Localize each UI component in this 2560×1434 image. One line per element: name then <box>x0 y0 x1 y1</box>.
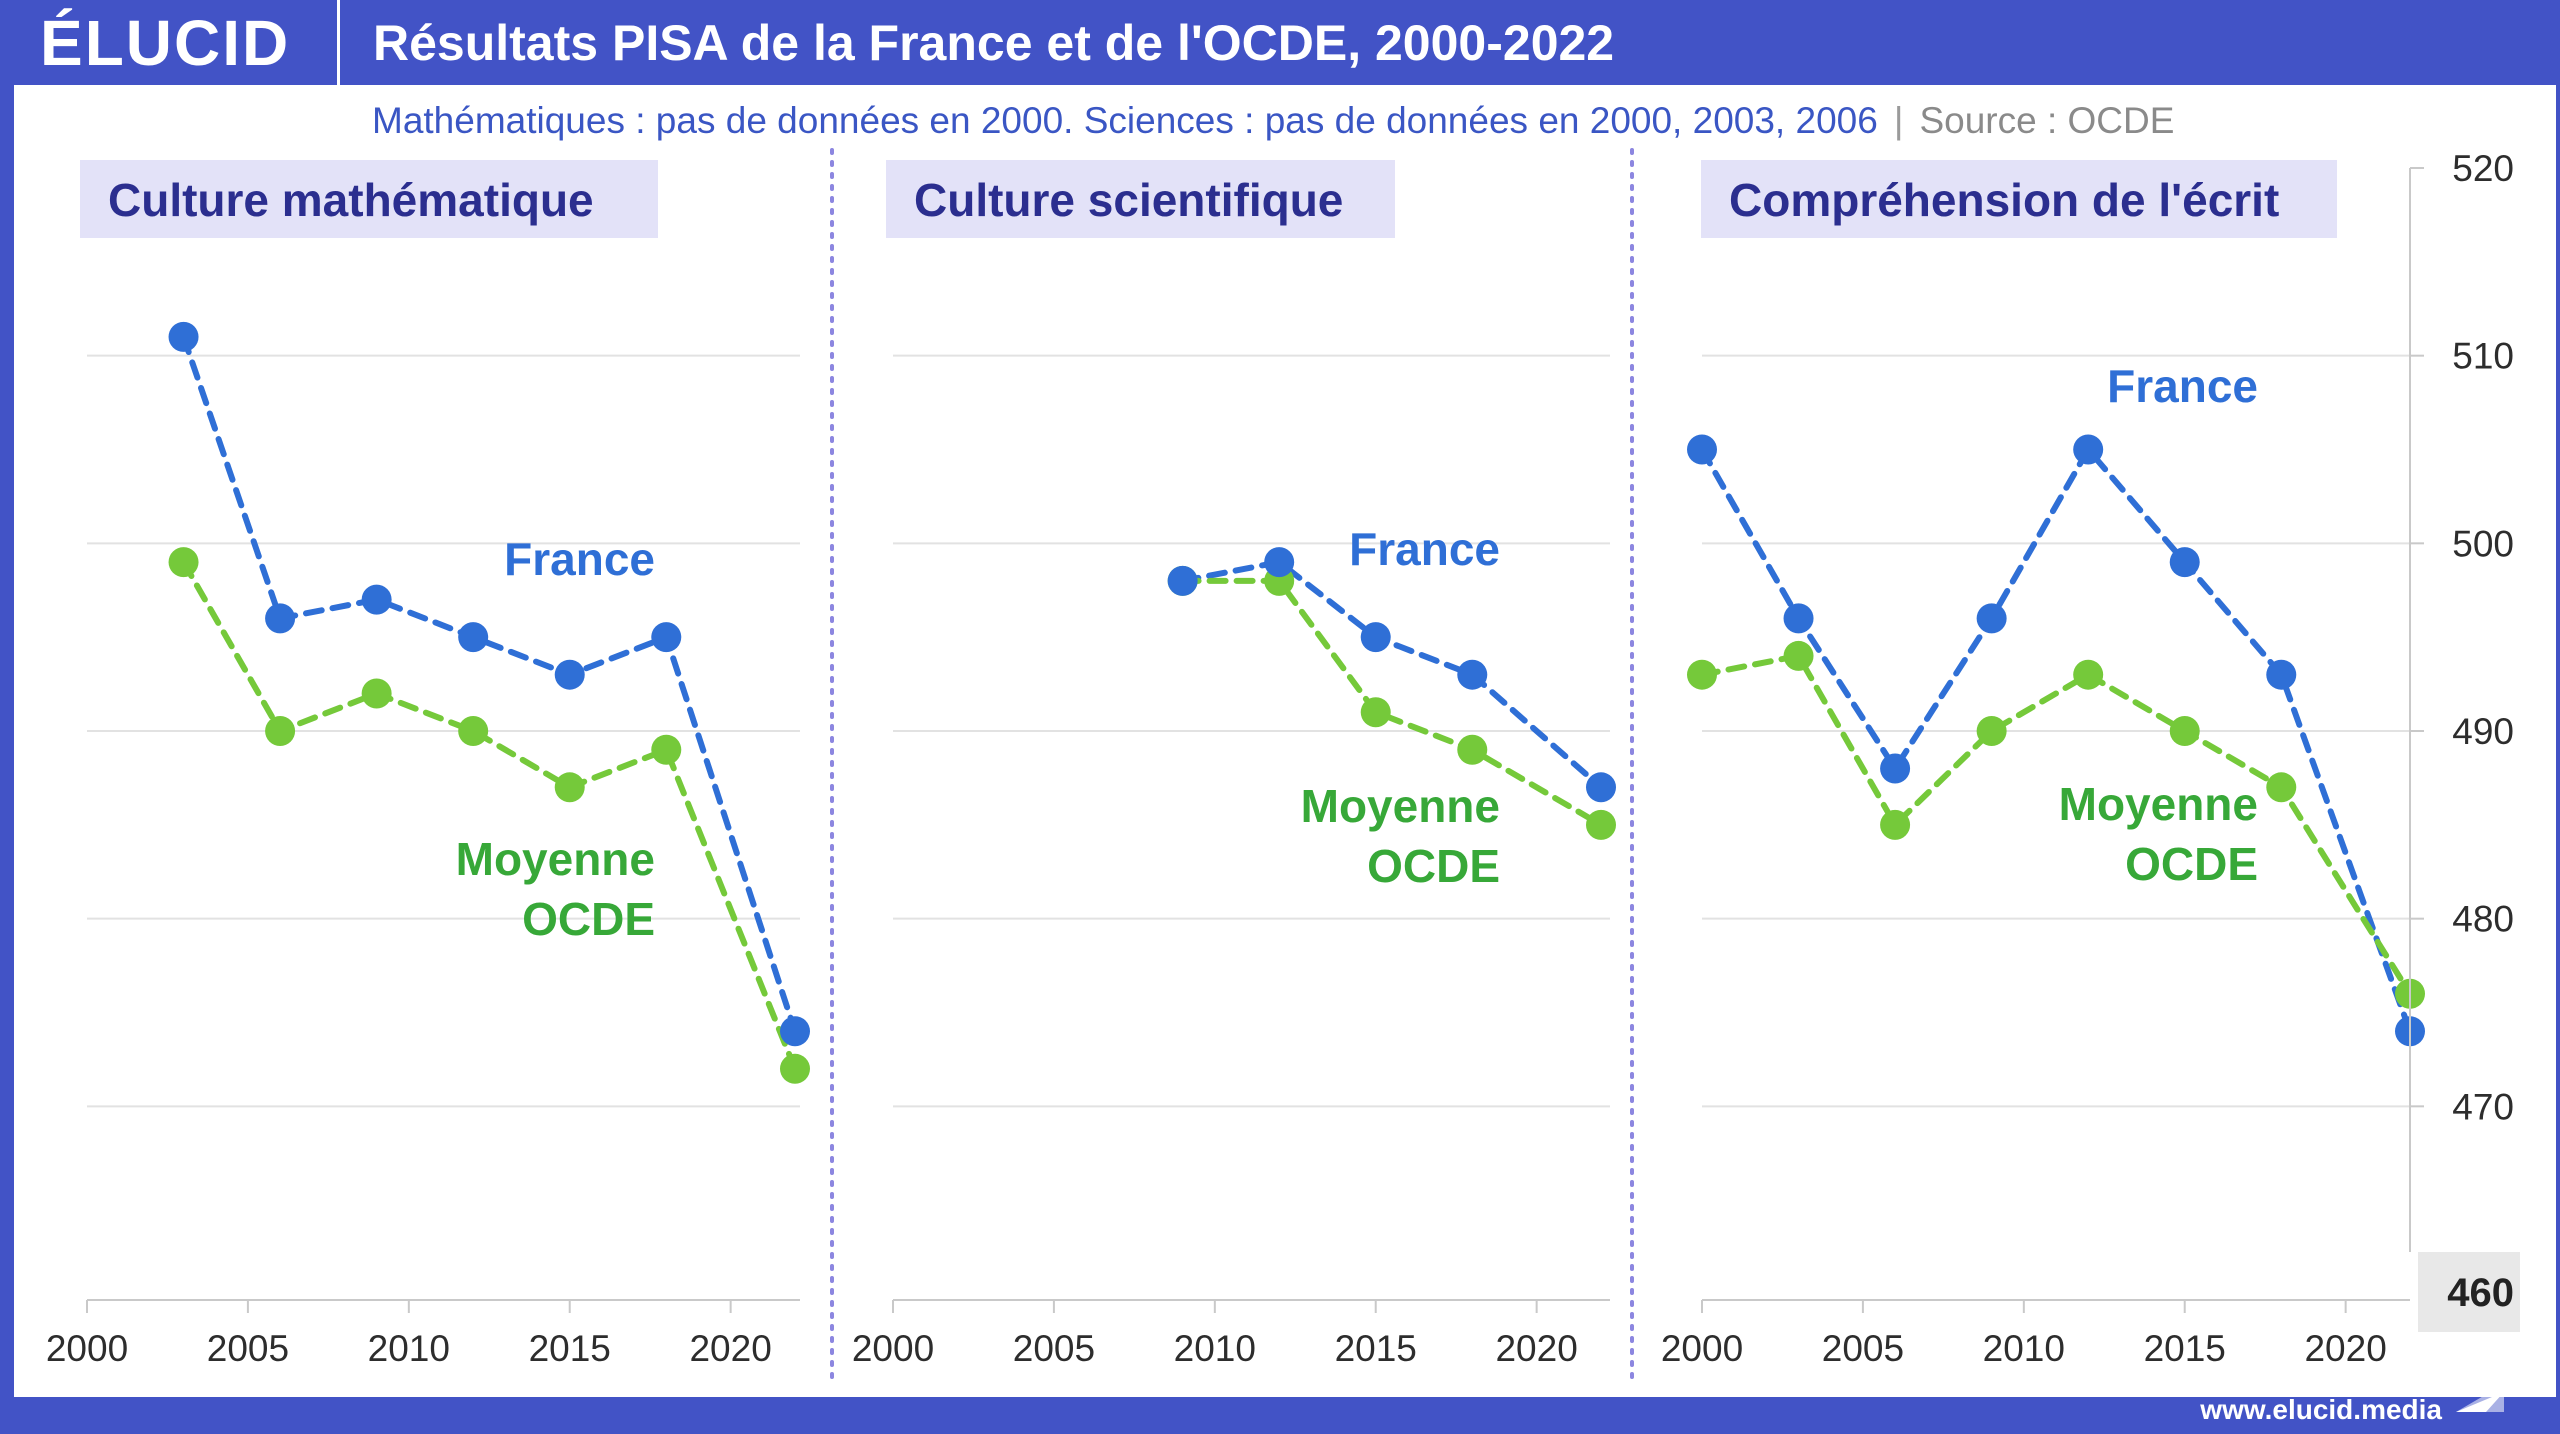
y-tick-label: 480 <box>2452 899 2514 940</box>
data-point-ocde <box>168 547 199 578</box>
series-line-france <box>1179 558 1604 791</box>
data-point-ocde <box>1880 809 1911 840</box>
panel-title: Culture scientifique <box>914 174 1343 226</box>
data-point-france <box>1360 622 1391 653</box>
series-label-ocde: Moyenne <box>456 833 655 885</box>
elucid-mark-icon <box>2456 1384 2504 1412</box>
x-tick-label: 2000 <box>46 1328 128 1369</box>
data-point-ocde <box>1360 697 1391 728</box>
panel-title-box <box>80 160 658 238</box>
data-point-france <box>265 603 296 634</box>
data-point-france <box>1586 772 1616 803</box>
data-point-france <box>1687 434 1717 465</box>
data-point-ocde <box>554 772 585 803</box>
x-tick-label: 2000 <box>852 1328 934 1369</box>
data-point-france <box>1976 603 2007 634</box>
data-point-france <box>458 622 489 653</box>
data-point-ocde <box>361 678 392 709</box>
header-divider <box>337 0 340 85</box>
data-point-france <box>554 659 585 690</box>
y-min-label: 460 <box>2447 1271 2514 1315</box>
x-tick-label: 2005 <box>207 1328 289 1369</box>
series-label-ocde: Moyenne <box>1301 780 1500 832</box>
data-point-france <box>2266 659 2297 690</box>
subtitle-separator: | <box>1893 100 1904 141</box>
panel-title: Compréhension de l'écrit <box>1729 174 2279 226</box>
source-note: Source : OCDE <box>1919 100 2175 141</box>
data-point-ocde <box>1457 734 1488 765</box>
series-line-ocde <box>180 559 798 1072</box>
x-tick-label: 2015 <box>1335 1328 1417 1369</box>
data-point-france <box>1783 603 1814 634</box>
y-min-label-box <box>2418 1252 2520 1332</box>
data-point-france <box>168 321 199 352</box>
x-tick-label: 2015 <box>2144 1328 2226 1369</box>
data-point-ocde <box>651 734 682 765</box>
data-point-france <box>1457 659 1488 690</box>
y-tick-label: 470 <box>2452 1086 2514 1127</box>
x-tick-label: 2020 <box>2304 1328 2386 1369</box>
data-point-france <box>1264 547 1295 578</box>
data-point-ocde <box>1976 716 2007 746</box>
y-tick-label: 510 <box>2452 336 2514 377</box>
data-point-france <box>2073 434 2104 465</box>
data-point-france <box>651 622 682 653</box>
y-tick-label: 490 <box>2452 711 2514 752</box>
elucid-logo: ÉLUCID <box>40 7 291 79</box>
data-point-ocde <box>458 716 489 746</box>
data-point-ocde <box>1586 809 1616 840</box>
x-tick-label: 2005 <box>1013 1328 1095 1369</box>
data-point-ocde <box>265 716 296 746</box>
x-tick-label: 2005 <box>1822 1328 1904 1369</box>
y-tick-label: 500 <box>2452 523 2514 564</box>
series-label-france: France <box>504 533 655 585</box>
data-note: Mathématiques : pas de données en 2000. … <box>372 100 1878 141</box>
panel-title: Culture mathématique <box>108 174 594 226</box>
x-tick-label: 2010 <box>1983 1328 2065 1369</box>
x-tick-label: 2020 <box>689 1328 771 1369</box>
x-tick-label: 2010 <box>1174 1328 1256 1369</box>
series-line-france <box>180 333 798 1035</box>
x-tick-label: 2020 <box>1495 1328 1577 1369</box>
data-point-ocde <box>780 1053 810 1084</box>
data-point-france <box>2169 547 2200 578</box>
chart-title: Résultats PISA de la France et de l'OCDE… <box>373 15 1615 71</box>
data-point-ocde <box>1783 640 1814 671</box>
series-label-ocde: OCDE <box>522 893 655 945</box>
series-label-france: France <box>1349 523 1500 575</box>
data-point-ocde <box>1687 659 1717 690</box>
series-label-ocde: OCDE <box>2125 838 2258 890</box>
data-point-ocde <box>2266 772 2297 803</box>
y-tick-label: 520 <box>2452 148 2514 189</box>
series-label-ocde: Moyenne <box>2059 778 2258 830</box>
x-tick-label: 2010 <box>368 1328 450 1369</box>
x-tick-label: 2015 <box>529 1328 611 1369</box>
data-point-france <box>1880 753 1911 784</box>
series-label-france: France <box>2107 360 2258 412</box>
data-point-france <box>780 1016 810 1047</box>
data-point-france <box>361 584 392 615</box>
chart-subtitle: Mathématiques : pas de données en 2000. … <box>372 96 2174 146</box>
footer-url[interactable]: www.elucid.media <box>2200 1394 2442 1425</box>
data-point-ocde <box>2073 659 2104 690</box>
chart-panel <box>14 85 2556 1397</box>
panel-title-box <box>886 160 1395 238</box>
panel-title-box <box>1701 160 2337 238</box>
data-point-ocde <box>2169 716 2200 746</box>
x-tick-label: 2000 <box>1661 1328 1743 1369</box>
data-point-france <box>1167 565 1198 596</box>
header-bar: ÉLUCID Résultats PISA de la France et de… <box>0 0 2560 85</box>
series-label-ocde: OCDE <box>1367 840 1500 892</box>
series-line-ocde <box>1699 652 2413 997</box>
series-line-france <box>1699 444 2413 1035</box>
